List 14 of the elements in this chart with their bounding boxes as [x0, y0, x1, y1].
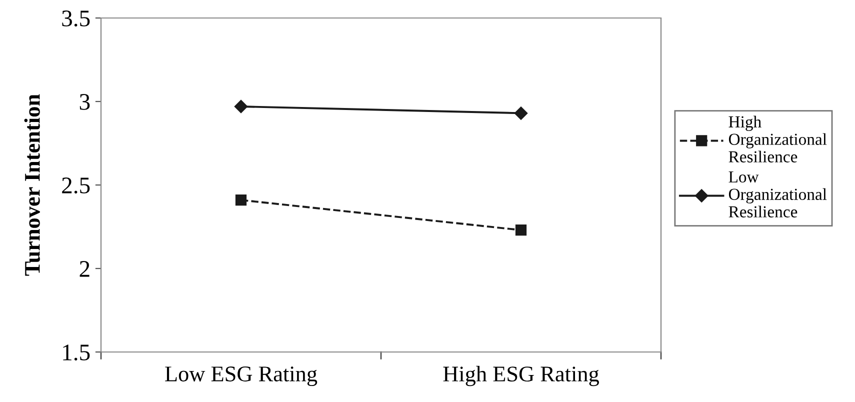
y-tick-label: 2.5 [62, 178, 90, 194]
point [235, 194, 247, 206]
point [234, 100, 248, 114]
legend-label: Low Organizational Resilience [728, 171, 827, 218]
y-tick-label: 3.5 [62, 10, 90, 27]
legend-label: High Organizational Resilience [728, 116, 827, 162]
y-tick-label: 1.5 [63, 344, 90, 361]
point [514, 106, 528, 120]
x-tick-label: Low ESG Rating [165, 366, 318, 386]
x-tick-label: High ESG Rating [443, 366, 599, 386]
y-tick-label: 2 [80, 261, 90, 277]
y-axis-title: Turnover Intention [24, 94, 40, 276]
point [515, 224, 527, 236]
y-tick-label: 3 [80, 94, 90, 110]
